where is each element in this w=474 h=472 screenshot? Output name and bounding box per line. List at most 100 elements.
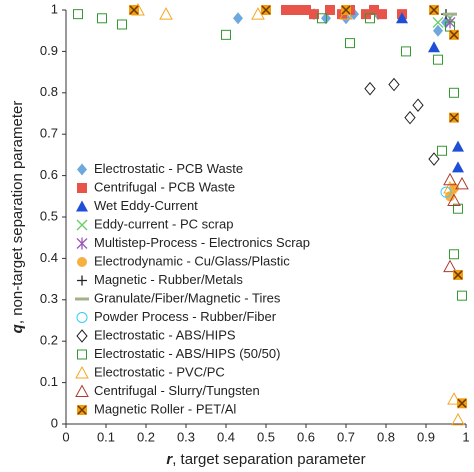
marker-shape	[449, 113, 459, 123]
legend-marker	[76, 329, 88, 343]
point	[341, 5, 351, 15]
legend-marker	[76, 237, 88, 250]
marker-shape	[449, 87, 459, 98]
y-axis-text: , non-target separation parameter	[9, 101, 26, 324]
marker-shape	[437, 145, 447, 156]
legend-marker	[76, 312, 88, 323]
point	[457, 398, 467, 409]
legend-label: Granulate/Fiber/Magnetic - Tires	[94, 290, 281, 305]
marker-shape	[401, 46, 411, 57]
point	[455, 176, 469, 190]
point	[412, 98, 424, 113]
marker-shape	[77, 163, 87, 176]
point	[159, 7, 173, 20]
marker-shape	[77, 405, 87, 415]
marker-shape	[457, 290, 467, 301]
y-tick-label: 0.3	[40, 291, 58, 306]
point	[345, 38, 355, 49]
marker-shape	[281, 5, 291, 15]
point	[388, 77, 400, 92]
marker-shape	[365, 13, 375, 24]
legend-label: Eddy-current - PC scrap	[94, 216, 233, 231]
point	[449, 249, 459, 260]
y-axis-title: q, non-target separation parameter	[9, 101, 26, 334]
point	[404, 110, 416, 125]
point	[429, 5, 439, 15]
point	[233, 12, 243, 25]
marker-shape	[433, 54, 443, 65]
marker-shape	[73, 9, 83, 20]
point	[261, 5, 271, 15]
point	[364, 81, 376, 96]
marker-shape	[76, 237, 88, 250]
legend-marker	[76, 219, 88, 231]
marker-shape	[293, 5, 303, 15]
marker-shape	[261, 5, 271, 15]
marker-shape	[97, 13, 107, 24]
marker-shape	[433, 24, 443, 37]
point	[443, 180, 457, 194]
legend-label: Magnetic - Rubber/Metals	[94, 272, 243, 287]
marker-shape	[77, 349, 87, 360]
point	[369, 5, 379, 15]
y-tick-label: 0.8	[40, 84, 58, 99]
marker-shape	[77, 257, 87, 267]
marker-shape	[428, 41, 440, 53]
y-tick-label: 0.5	[40, 208, 58, 223]
x-tick-label: 0	[62, 429, 69, 444]
x-axis-title: r, target separation parameter	[166, 451, 365, 468]
y-tick-label: 0.6	[40, 167, 58, 182]
marker-shape	[432, 16, 444, 28]
legend-label: Electrostatic - ABS/HIPS (50/50)	[94, 346, 280, 361]
marker-shape	[233, 12, 243, 25]
y-axis-var: q	[9, 324, 26, 333]
x-tick-label: 0.8	[377, 429, 395, 444]
marker-shape	[443, 172, 457, 186]
point	[453, 269, 463, 280]
point	[293, 5, 303, 15]
point	[221, 29, 231, 40]
marker-shape	[117, 19, 127, 30]
point	[443, 172, 457, 186]
point	[449, 29, 459, 40]
point	[377, 9, 387, 20]
marker-shape	[457, 398, 467, 408]
marker-shape	[341, 5, 351, 15]
point	[433, 24, 443, 37]
legend-marker	[75, 384, 89, 397]
marker-shape	[388, 77, 400, 92]
legend-marker	[77, 163, 87, 176]
marker-shape	[221, 29, 231, 40]
point	[432, 16, 444, 28]
marker-shape	[76, 312, 88, 323]
point	[73, 9, 83, 20]
legend-label: Electrostatic - PCB Waste	[94, 161, 243, 176]
point	[325, 5, 335, 15]
point	[449, 87, 459, 98]
marker-shape	[445, 191, 455, 202]
x-axis-text: , target separation parameter	[172, 451, 365, 468]
legend-label: Powder Process - Rubber/Fiber	[94, 309, 277, 324]
marker-shape	[77, 183, 87, 193]
marker-shape	[452, 140, 464, 152]
x-tick-label: 0.4	[217, 429, 235, 444]
legend-marker	[76, 200, 88, 212]
point	[433, 54, 443, 65]
y-tick-label: 0.1	[40, 374, 58, 389]
x-axis-var: r	[166, 451, 173, 468]
point	[317, 13, 327, 24]
point	[445, 191, 455, 202]
point	[452, 140, 464, 152]
x-tick-label: 0.7	[337, 429, 355, 444]
point	[457, 290, 467, 301]
legend-marker	[77, 183, 87, 193]
marker-shape	[404, 110, 416, 125]
legend-marker	[77, 349, 87, 360]
marker-shape	[440, 186, 452, 198]
point	[452, 161, 464, 173]
marker-shape	[428, 152, 440, 166]
marker-shape	[449, 249, 459, 260]
y-tick-label: 0	[51, 415, 58, 430]
x-tick-label: 1	[462, 429, 469, 444]
